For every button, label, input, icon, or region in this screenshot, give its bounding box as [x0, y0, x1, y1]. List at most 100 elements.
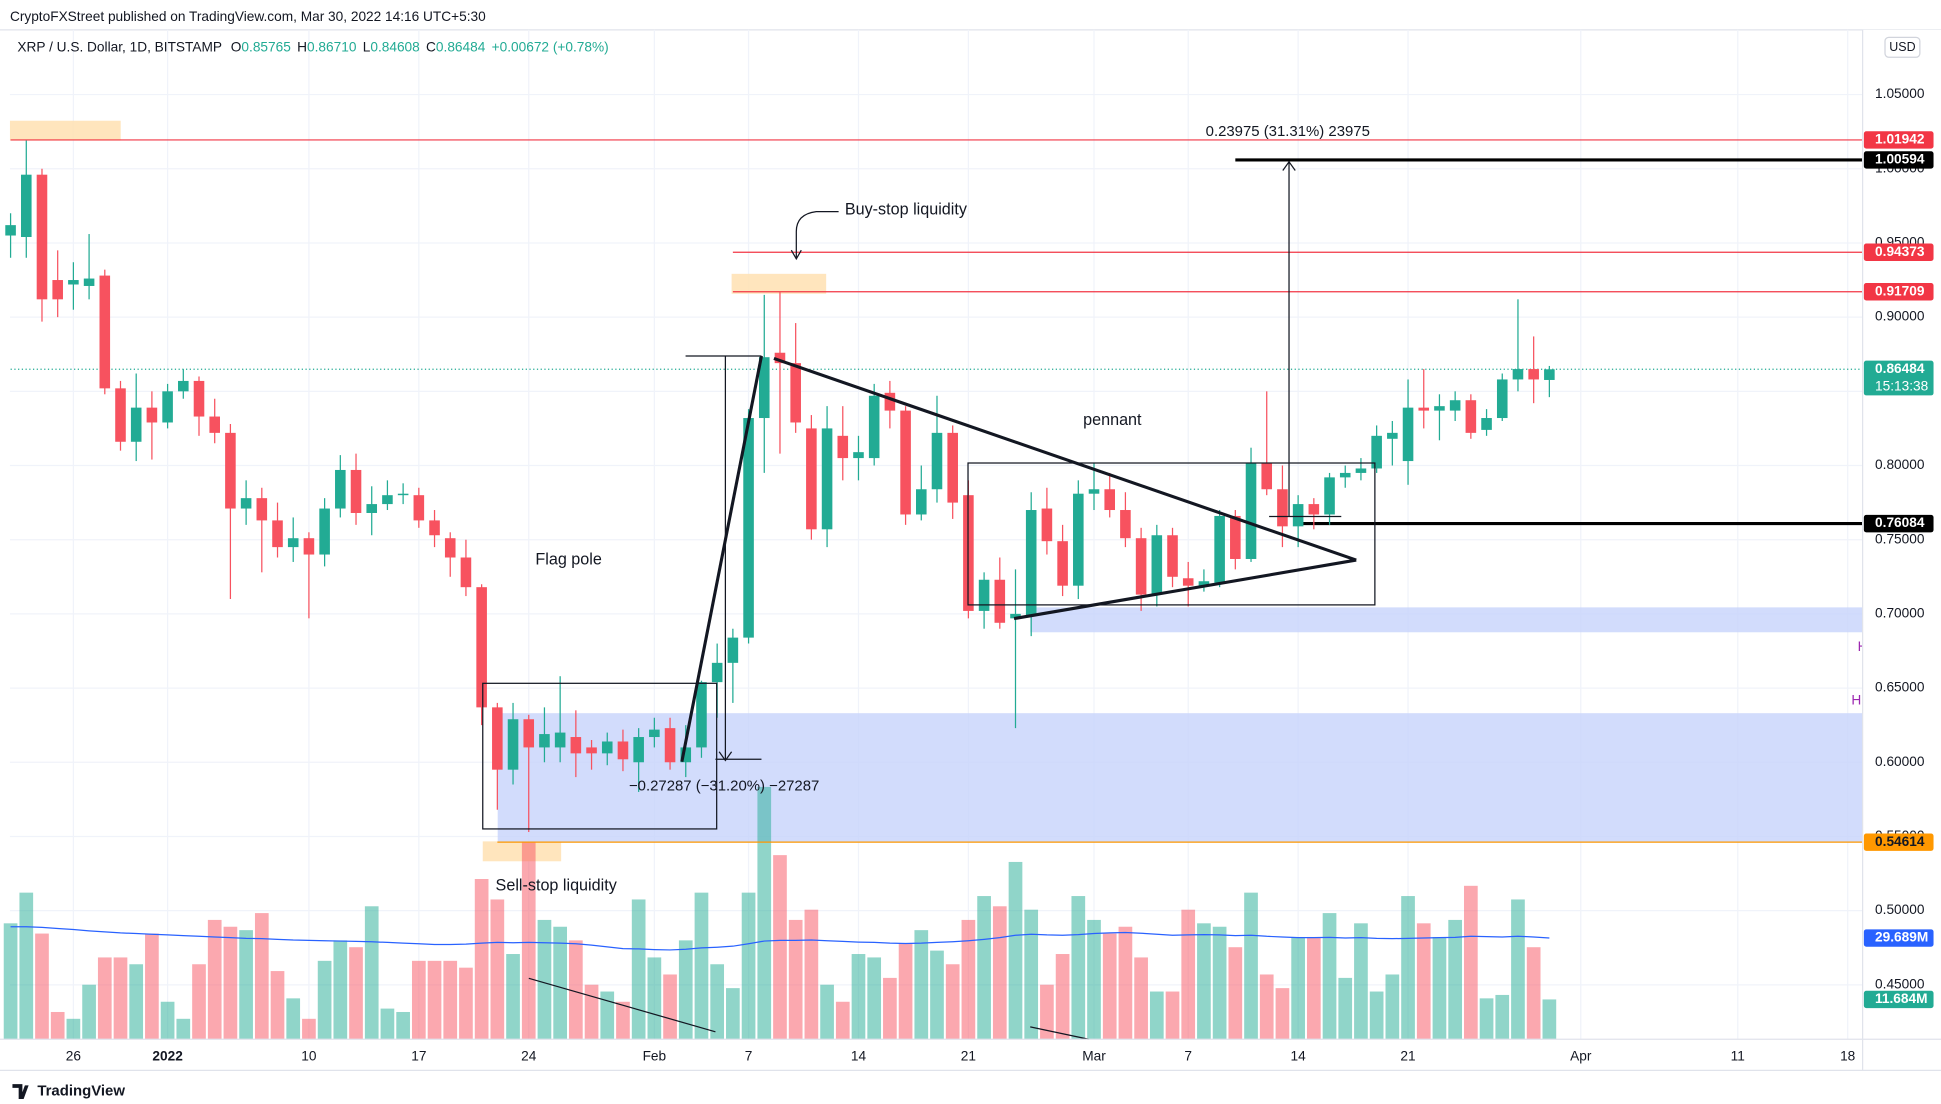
x-tick-label: 2022 — [152, 1048, 183, 1063]
volume-bar — [883, 977, 897, 1040]
price-badge — [1863, 243, 1934, 261]
candle-body — [1277, 489, 1288, 527]
arrow-head — [790, 249, 802, 261]
candle-body — [287, 538, 299, 548]
volume-bar — [427, 960, 442, 1040]
price-badge — [1863, 283, 1934, 301]
drawings — [482, 160, 1376, 1040]
candle-body — [272, 520, 283, 548]
volume-bar — [1134, 957, 1148, 1040]
volume-bar — [1259, 974, 1274, 1040]
volume-bar — [1495, 994, 1510, 1040]
candle-body — [1308, 504, 1320, 515]
volume-bar — [1385, 974, 1400, 1040]
candle-body — [821, 428, 833, 530]
candle-body — [727, 637, 739, 663]
candle-body — [1324, 477, 1335, 515]
volume-bar — [1448, 919, 1462, 1040]
volume-bar — [506, 954, 520, 1040]
volume-bar — [1181, 909, 1196, 1040]
annotation: Buy-stop liquidity — [845, 201, 968, 219]
x-tick-label: Feb — [643, 1048, 667, 1063]
candle-body — [240, 498, 252, 509]
volume-bar — [663, 974, 677, 1040]
ohlc-value: 0.86710 — [307, 39, 357, 54]
axis-labels: 0.450000.500000.550000.600000.650000.700… — [66, 86, 1934, 1063]
y-tick-label: 1.05000 — [1875, 86, 1925, 101]
candle-body — [790, 363, 801, 423]
flag-box — [482, 682, 718, 830]
candle-body — [1120, 510, 1131, 539]
volume-bar — [1479, 998, 1494, 1040]
candle-body — [5, 225, 16, 236]
candle-body — [52, 280, 63, 300]
volume-bar — [961, 919, 976, 1040]
volume-bar — [1416, 923, 1431, 1040]
candle-body — [256, 498, 268, 521]
volume-bar — [1432, 936, 1447, 1040]
x-tick-label: 7 — [1184, 1048, 1192, 1063]
candle-body — [664, 728, 676, 763]
volume-bar — [851, 954, 866, 1040]
volume-bar — [977, 896, 991, 1040]
volume-bar — [694, 892, 709, 1040]
x-tick-label: 11 — [1731, 1048, 1745, 1063]
currency[interactable]: USD — [1889, 40, 1915, 54]
volume-bar — [333, 940, 348, 1040]
volume-bar — [1464, 885, 1478, 1040]
x-tick-label: 21 — [961, 1048, 976, 1063]
volume-bar — [145, 933, 159, 1040]
y-tick-label: 0.45000 — [1875, 976, 1925, 991]
currency-button[interactable] — [1884, 36, 1921, 58]
volume-trend — [1030, 1026, 1089, 1040]
volume-bar — [741, 892, 756, 1040]
x-tick-label: Apr — [1570, 1048, 1592, 1063]
volume-bar — [1354, 923, 1368, 1040]
volume-bar — [3, 923, 18, 1040]
volume-bar — [1511, 899, 1525, 1040]
volume-bar — [270, 971, 285, 1040]
volume-ma-line — [10, 926, 1550, 951]
volume-bar — [945, 964, 960, 1040]
price-badge-label: 0.94373 — [1875, 244, 1925, 259]
volume-bar — [490, 899, 505, 1040]
volume-bar — [600, 991, 615, 1040]
ohlc-value: 0.84608 — [370, 39, 420, 54]
volume-bar — [1228, 947, 1243, 1040]
volume-bar — [474, 879, 489, 1040]
candle-body — [130, 407, 142, 442]
volume-bar — [1275, 988, 1290, 1040]
volume-bar — [521, 841, 536, 1040]
volume-bar — [97, 957, 112, 1040]
candle-body — [1512, 369, 1524, 380]
volume-bar — [1024, 909, 1039, 1040]
x-tick-label: 18 — [1840, 1048, 1856, 1063]
candle-body — [601, 741, 613, 754]
legend: XRP / U.S. Dollar, 1D, BITSTAMP O0.85765… — [17, 39, 608, 54]
measure-label: −0.27287 (−31.20%) −27287 — [629, 778, 819, 795]
pennant-upper — [773, 356, 1357, 562]
y-tick-label: 0.90000 — [1875, 309, 1925, 324]
candle-body — [1355, 468, 1367, 473]
candle-body — [115, 388, 126, 442]
candle-body — [36, 174, 48, 300]
volume-bar — [1040, 984, 1054, 1040]
candle-body — [1434, 406, 1445, 411]
volume-bar — [254, 913, 269, 1040]
volume-bar — [1291, 936, 1305, 1040]
candle-body — [350, 469, 362, 513]
volume-bar — [223, 926, 238, 1040]
symbol-title: XRP / U.S. Dollar, 1D, BITSTAMP — [17, 39, 222, 54]
volume-bar — [710, 964, 725, 1040]
ohlc-label: O — [231, 39, 242, 54]
candle-body — [916, 489, 927, 515]
volume-bar — [1008, 861, 1023, 1040]
candle-body — [1528, 369, 1539, 380]
candle-body — [1025, 510, 1037, 616]
volume-bar — [349, 947, 363, 1040]
volume-bar — [113, 957, 128, 1040]
change: +0.00672 (+0.78%) — [492, 39, 609, 54]
x-tick-label: 14 — [1291, 1048, 1307, 1063]
candle-body — [319, 508, 330, 555]
x-tick-label: Mar — [1082, 1048, 1106, 1063]
